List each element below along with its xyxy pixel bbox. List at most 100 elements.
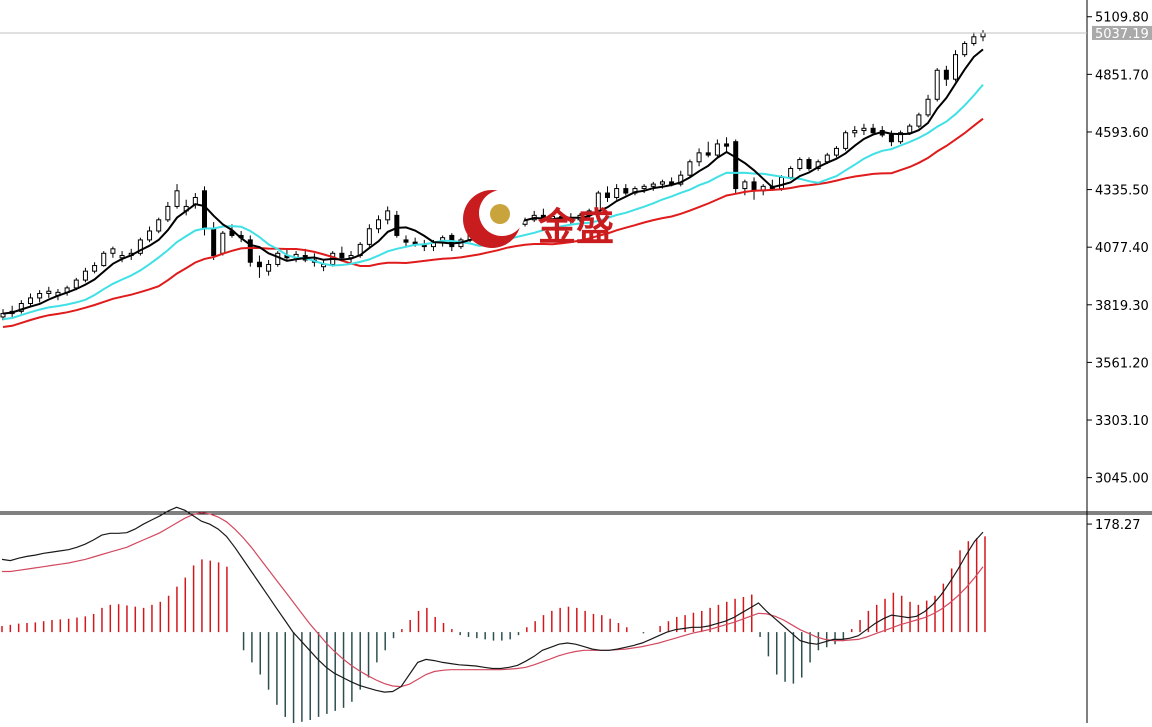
candle-body-up (971, 36, 977, 44)
candle[interactable] (101, 251, 107, 267)
candle[interactable] (934, 68, 940, 102)
candle[interactable] (724, 137, 730, 153)
candle-body-up (833, 147, 839, 156)
candle[interactable] (147, 226, 153, 243)
candle[interactable] (971, 32, 977, 46)
candle[interactable] (852, 126, 858, 138)
candle[interactable] (962, 41, 968, 57)
candle-body-up (659, 181, 665, 185)
candle[interactable] (870, 123, 876, 135)
candle[interactable] (403, 235, 409, 247)
candle[interactable] (531, 210, 537, 223)
candle[interactable] (898, 130, 904, 144)
candle[interactable] (751, 177, 757, 200)
candle-body-down (733, 141, 739, 190)
candle[interactable] (137, 237, 143, 256)
candle-body-up (156, 219, 162, 232)
candle-body-up (614, 188, 620, 198)
candle-body-up (366, 228, 372, 245)
candle[interactable] (943, 65, 949, 86)
candle[interactable] (953, 50, 959, 82)
candle-body-up (852, 130, 858, 134)
candle[interactable] (650, 181, 656, 191)
candle-body-up (898, 132, 904, 143)
candle[interactable] (843, 130, 849, 151)
candle-body-up (137, 239, 143, 254)
candle[interactable] (110, 246, 116, 258)
candle[interactable] (27, 293, 33, 307)
macd-panel[interactable]: 178.27 (1, 506, 1141, 723)
candle[interactable] (385, 206, 391, 225)
candle-body-down (339, 252, 345, 259)
y-tick-label: 4593.60 (1095, 126, 1149, 141)
candle[interactable] (604, 186, 610, 202)
candle-body-down (256, 261, 262, 268)
candle[interactable] (247, 235, 253, 267)
candle[interactable] (733, 139, 739, 194)
candle[interactable] (119, 251, 125, 263)
candle-body-up (861, 127, 867, 132)
candle[interactable] (37, 290, 43, 303)
candle-body-up (907, 125, 913, 134)
candle-body-up (797, 159, 803, 169)
candle[interactable] (421, 239, 427, 252)
candle[interactable] (916, 112, 922, 129)
watermark-logo-gold-icon (490, 204, 510, 224)
candle[interactable] (376, 215, 382, 234)
candle-body-up (678, 174, 684, 185)
candle[interactable] (18, 300, 24, 314)
candle[interactable] (321, 260, 327, 272)
candle[interactable] (266, 260, 272, 276)
candle-body-up (18, 303, 24, 312)
candle[interactable] (92, 262, 98, 274)
candle[interactable] (64, 285, 70, 296)
candle-body-down (623, 188, 629, 194)
candle[interactable] (833, 146, 839, 158)
candle[interactable] (394, 210, 400, 238)
candle[interactable] (980, 30, 986, 42)
candle[interactable] (614, 184, 620, 200)
candle[interactable] (714, 139, 720, 158)
candle[interactable] (275, 251, 281, 267)
candle-body-up (147, 230, 153, 241)
macd-signal-line (2, 512, 984, 688)
candle-body-up (788, 167, 794, 178)
candle[interactable] (82, 267, 88, 283)
candle-body-up (934, 69, 940, 100)
candle[interactable] (925, 94, 931, 118)
candle[interactable] (678, 170, 684, 187)
candle-body-up (110, 248, 116, 254)
candle-body-up (962, 42, 968, 56)
candle[interactable] (696, 148, 702, 167)
candle[interactable] (46, 286, 52, 298)
candle-body-up (101, 252, 107, 267)
candle[interactable] (156, 217, 162, 234)
candle[interactable] (165, 201, 171, 223)
candle-body-up (174, 190, 180, 207)
candle[interactable] (806, 157, 812, 171)
candle-body-down (394, 214, 400, 236)
candle[interactable] (174, 184, 180, 209)
candle[interactable] (687, 159, 693, 178)
candle[interactable] (256, 255, 262, 278)
candle-body-up (275, 252, 281, 265)
candle[interactable] (797, 157, 803, 171)
candle-body-down (806, 159, 812, 169)
candle-body-up (27, 297, 33, 305)
macd-y-tick-label: 178.27 (1095, 518, 1141, 533)
candle[interactable] (348, 251, 354, 263)
candle[interactable] (366, 224, 372, 247)
candle[interactable] (705, 141, 711, 158)
candle-body-down (888, 134, 894, 143)
candle-body-up (714, 143, 720, 156)
candle[interactable] (861, 123, 867, 135)
candle[interactable] (632, 186, 638, 196)
candle-body-up (687, 161, 693, 176)
candle[interactable] (220, 230, 226, 256)
candle[interactable] (339, 246, 345, 260)
candle[interactable] (623, 184, 629, 196)
candle-body-up (742, 181, 748, 190)
candle-body-up (73, 279, 79, 289)
y-tick-label: 3045.00 (1095, 472, 1149, 487)
